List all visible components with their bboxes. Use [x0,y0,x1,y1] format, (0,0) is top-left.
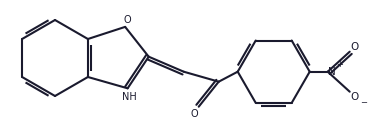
Text: O: O [191,109,198,119]
Text: O: O [350,92,359,102]
Text: O: O [350,42,359,52]
Text: +: + [336,60,343,69]
Text: O: O [124,15,131,25]
Text: N: N [328,67,335,77]
Text: NH: NH [122,92,137,102]
Text: −: − [360,98,367,107]
